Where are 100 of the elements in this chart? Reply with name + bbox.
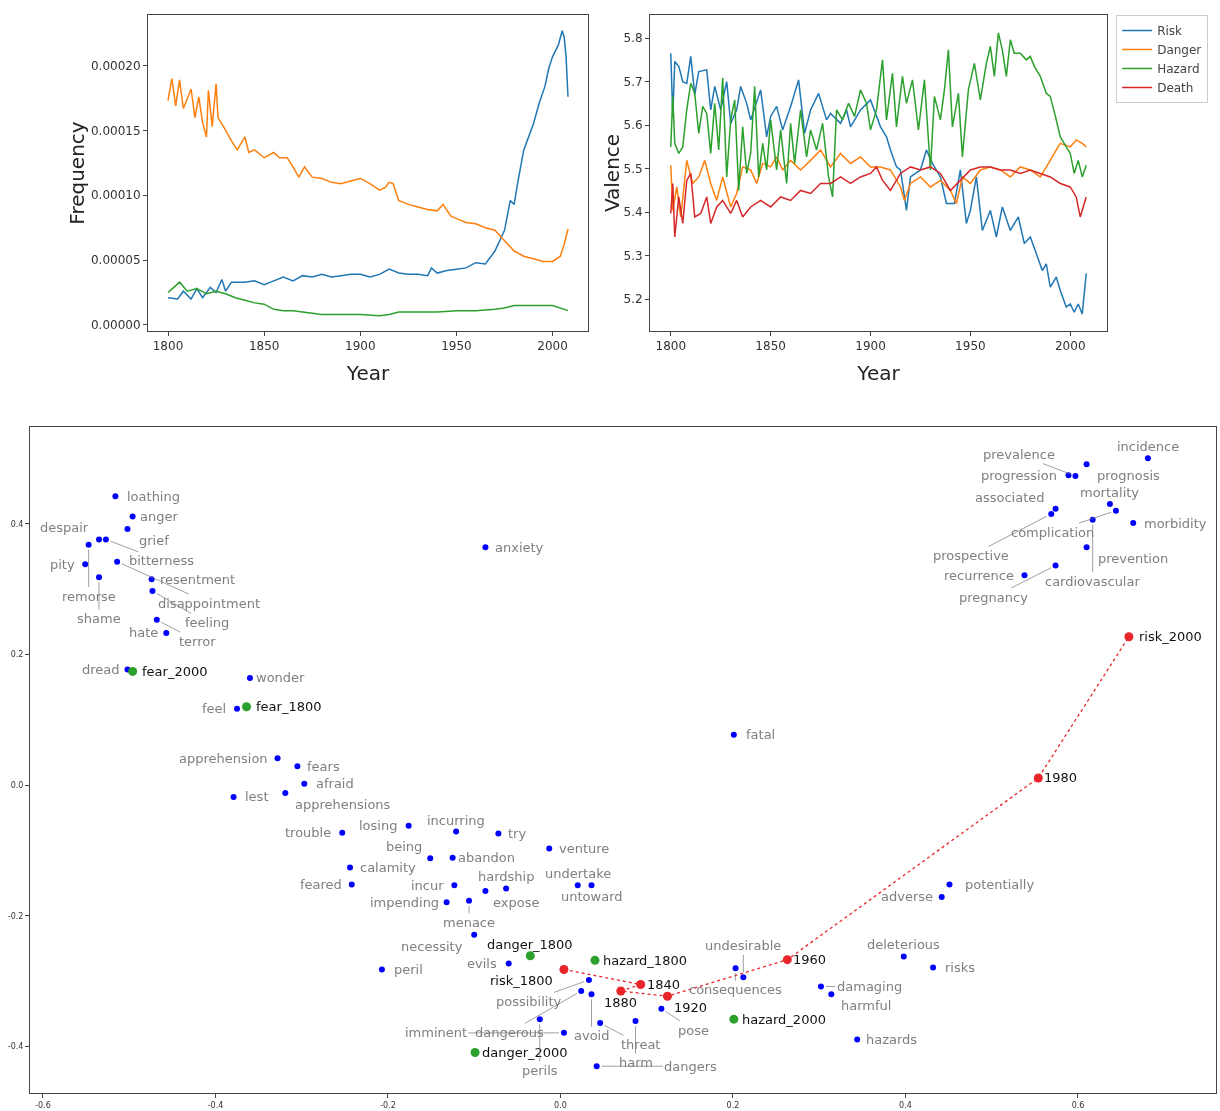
y-axis-title: Valence <box>600 133 624 213</box>
annotation: terror <box>179 634 217 649</box>
annotation: evils <box>467 956 497 971</box>
annotation: imminent <box>405 1025 468 1040</box>
annotation: recurrence <box>944 568 1015 583</box>
annotation: 1920 <box>674 1000 708 1015</box>
annotation: potentially <box>965 877 1035 892</box>
annotation: anger <box>140 509 179 524</box>
annotation: venture <box>559 841 610 856</box>
annotation: despair <box>40 520 89 535</box>
x-tick-label: 1800 <box>152 339 184 354</box>
annotation: anxiety <box>495 540 544 555</box>
annotation: danger_1800 <box>487 937 573 952</box>
annotation: 1980 <box>1044 770 1078 785</box>
annotation: fears <box>307 759 340 774</box>
annotation: lest <box>245 789 269 804</box>
line-series <box>670 32 1087 198</box>
annotation: disappointment <box>158 596 261 611</box>
x-tick-label: 0.0 <box>554 1100 567 1110</box>
annotation: cardiovascular <box>1045 574 1141 589</box>
annotation: risks <box>945 960 976 975</box>
point <box>525 951 535 961</box>
y-tick-label: 0.2 <box>10 650 24 660</box>
annotation: prospective <box>933 548 1009 563</box>
annotation: bitterness <box>129 553 195 568</box>
x-tick-label: 1950 <box>955 339 986 354</box>
point <box>242 702 251 712</box>
x-tick-label: 1800 <box>655 339 687 354</box>
x-tick-label: 0.6 <box>1071 1100 1085 1110</box>
annotation: 1880 <box>604 995 638 1010</box>
annotation: feel <box>202 701 227 716</box>
annotation: loathing <box>127 489 180 504</box>
annotation: harm <box>619 1055 653 1070</box>
annotation: 1840 <box>647 977 681 992</box>
annotation: consequences <box>689 982 782 997</box>
annotation: risk_1800 <box>490 973 553 988</box>
annotation: grief <box>139 533 170 548</box>
legend-label: Danger <box>1157 43 1202 58</box>
x-tick-label: -0.6 <box>35 1100 51 1110</box>
annotation: incurring <box>427 813 485 828</box>
point <box>729 1014 739 1024</box>
annotation: expose <box>493 895 540 910</box>
annotation: undertake <box>545 866 612 881</box>
annotation: damaging <box>837 979 903 994</box>
annotation: prognosis <box>1097 468 1161 483</box>
y-tick-label: 5.8 <box>623 31 643 46</box>
annotation: abandon <box>458 850 515 865</box>
y-tick-label: 5.3 <box>623 248 643 263</box>
annotation: trouble <box>285 825 332 840</box>
annotation: losing <box>359 818 398 833</box>
annotation: incur <box>411 878 445 893</box>
annotation: morbidity <box>1144 516 1207 531</box>
annotation: calamity <box>360 860 417 875</box>
annotation: being <box>386 839 423 854</box>
annotation: avoid <box>574 1028 610 1043</box>
annotation: pity <box>50 557 75 572</box>
annotation: feeling <box>185 615 230 630</box>
line-series <box>670 52 1087 315</box>
line-series <box>167 77 569 263</box>
x-tick-label: 0.2 <box>726 1100 740 1110</box>
annotation: shame <box>77 611 121 626</box>
annotation: dread <box>82 662 120 677</box>
y-tick-label: 0.0 <box>10 780 24 790</box>
annotation: remorse <box>62 589 116 604</box>
annotation: impending <box>370 895 440 910</box>
point <box>782 955 792 965</box>
annotation: wonder <box>256 670 306 685</box>
annotation: try <box>508 826 527 841</box>
y-tick-label: 5.4 <box>623 205 643 220</box>
annotation: deleterious <box>867 937 941 952</box>
annotation: hazard_2000 <box>742 1012 826 1027</box>
annotation: dangerous <box>475 1025 544 1040</box>
point <box>616 986 626 996</box>
y-tick-label: 0.00010 <box>90 188 141 203</box>
line-series <box>167 29 569 300</box>
x-tick-label: 0.4 <box>899 1100 912 1110</box>
annotation: pose <box>678 1023 709 1038</box>
x-tick-label: -0.2 <box>380 1100 396 1110</box>
annotation: hate <box>129 625 159 640</box>
y-tick-label: 5.5 <box>623 161 643 176</box>
annotation: afraid <box>316 776 354 791</box>
x-tick-label: -0.4 <box>207 1100 224 1110</box>
x-tick-label: 1900 <box>855 339 886 354</box>
x-tick-label: 2000 <box>1054 339 1086 354</box>
x-axis-title: Year <box>856 361 901 385</box>
x-tick-label: 1900 <box>345 339 376 354</box>
annotation: hardship <box>478 869 535 884</box>
annotation: apprehensions <box>295 797 391 812</box>
x-axis-title: Year <box>345 361 390 385</box>
point <box>470 1047 480 1057</box>
annotation: peril <box>394 962 423 977</box>
annotation: incidence <box>1117 439 1180 454</box>
y-tick-label: -0.2 <box>7 911 24 921</box>
annotation: mortality <box>1080 485 1140 500</box>
y-tick-label: 0.4 <box>10 519 24 529</box>
annotation: fatal <box>746 727 776 742</box>
point <box>559 964 569 974</box>
x-tick-label: 2000 <box>537 339 568 354</box>
annotation: harmful <box>841 998 892 1013</box>
legend-label: Risk <box>1157 24 1183 39</box>
